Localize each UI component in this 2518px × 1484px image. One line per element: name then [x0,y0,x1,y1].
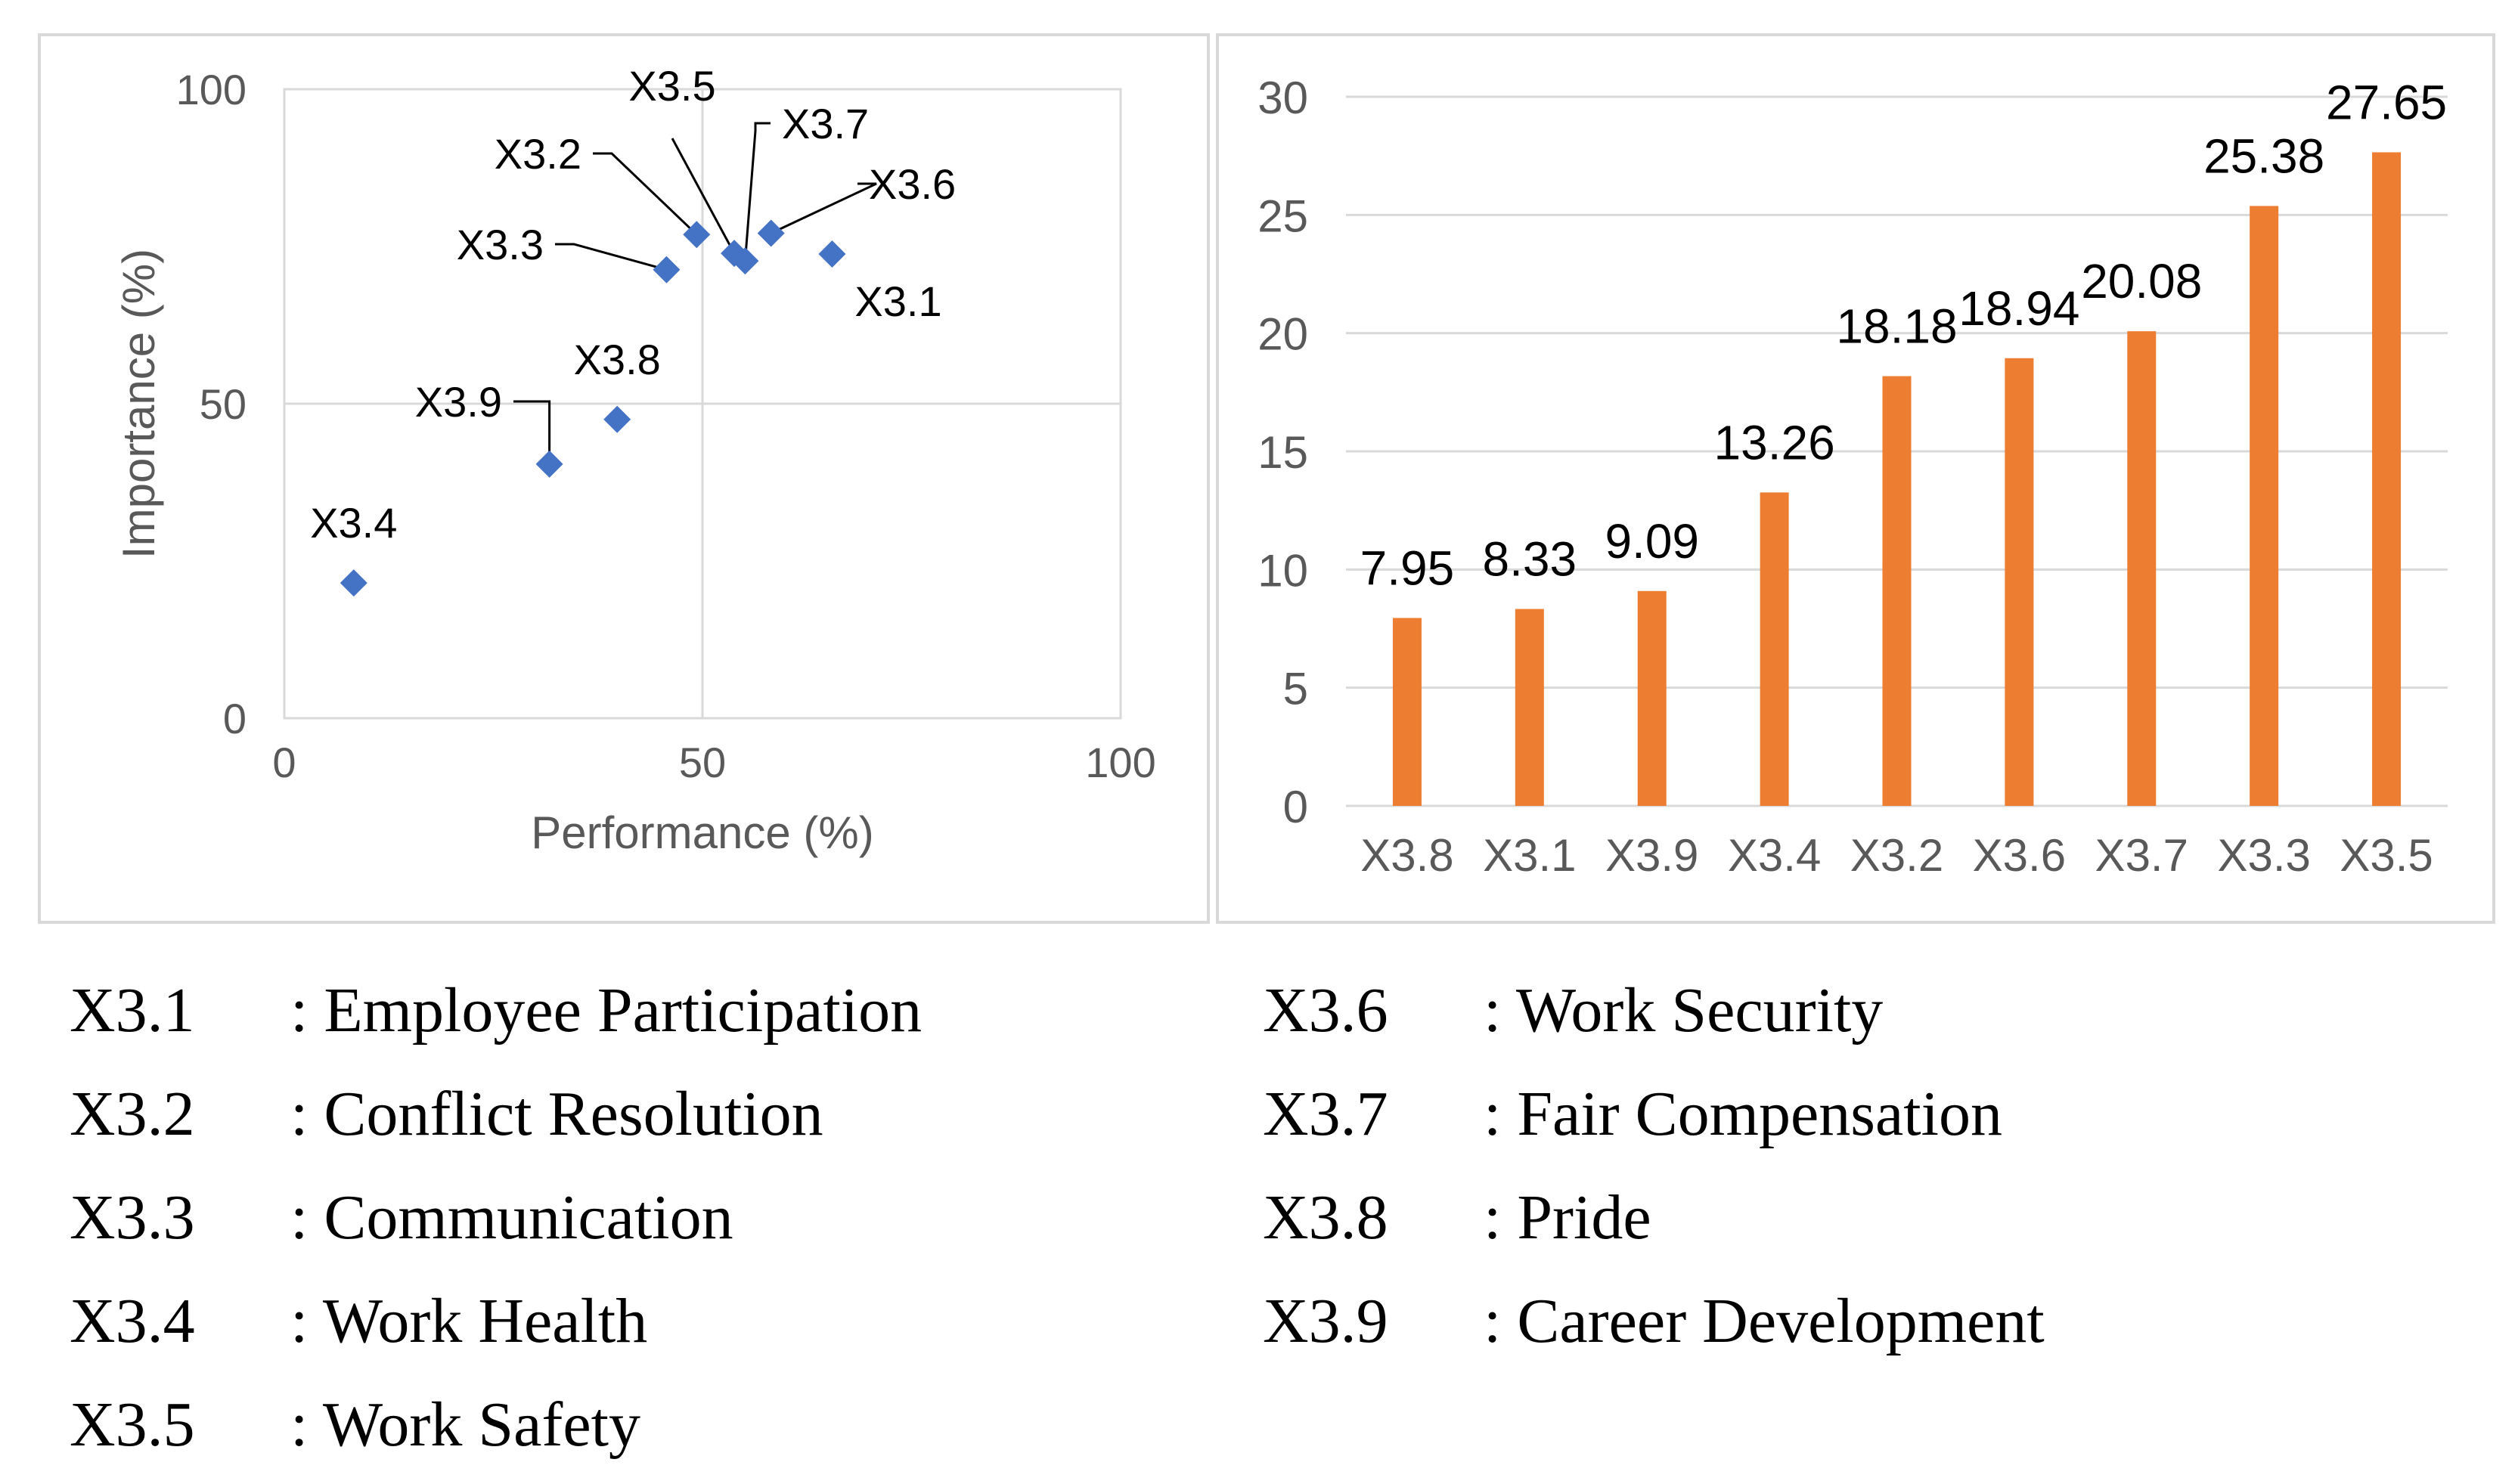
legend-code: X3.5 [70,1390,195,1460]
y-axis-title: Importance (%) [113,249,164,559]
bar-value-label: 27.65 [2326,75,2447,129]
x-tick-label: X3.3 [2217,830,2310,881]
y-tick-label: 50 [200,380,247,428]
y-tick-label: 25 [1257,191,1308,241]
legend-row: X3.8 : Pride [1263,1166,2473,1269]
scatter-point [818,240,846,268]
scatter-point [603,405,631,433]
legend-description: : Career Development [1484,1286,2045,1356]
scatter-point [683,221,711,249]
point-label: X3.8 [574,336,661,383]
x-tick-label: X3.9 [1605,830,1698,881]
legend-row: X3.3 : Communication [70,1166,1204,1269]
x-tick-label: 50 [679,739,726,786]
point-leader-line [593,152,698,236]
legend-description: : Employee Participation [290,975,923,1046]
y-tick-label: 100 [176,66,247,113]
scatter-point [535,450,563,478]
point-label: X3.4 [310,499,397,547]
legend-description: : Work Health [290,1286,648,1356]
y-tick-label: 0 [223,695,247,742]
bar-value-label: 13.26 [1714,415,1835,469]
legend-description: : Pride [1484,1182,1651,1253]
scatter-chart-panel: 0 50 100 0 50 100 Performance (%) Importance (%… [38,33,1210,924]
bar [1515,609,1544,806]
legend-description: : Conflict Resolution [290,1079,823,1149]
point-leader-line [513,400,551,464]
scatter-point [731,247,759,275]
point-leader-line [743,122,771,262]
point-label: X3.7 [782,100,869,147]
legend-row: X3.5 : Work Safety [70,1373,1204,1476]
bar-value-label: 9.09 [1605,514,1699,569]
point-label: X3.5 [628,62,715,110]
bar [1637,590,1667,806]
legend-row: X3.1 : Employee Participation [70,959,1204,1062]
x-tick-label: X3.7 [2095,830,2188,881]
bar-value-label: 20.08 [2081,254,2202,308]
legend-description: : Fair Compensation [1484,1079,2002,1149]
point-leader-line [771,182,877,234]
legend-code: X3.6 [1263,975,1388,1046]
x-tick-label: X3.6 [1973,830,2066,881]
legend-code: X3.3 [70,1182,195,1253]
point-label: X3.1 [854,277,941,325]
bar [2005,358,2034,806]
legend-row: X3.7 : Fair Compensation [1263,1062,2473,1166]
legend-right-column: X3.6 : Work Security X3.7 : Fair Compens… [1263,959,2473,1373]
x-tick-label: X3.1 [1483,830,1576,881]
y-tick-label: 10 [1257,545,1308,596]
legend-row: X3.6 : Work Security [1263,959,2473,1062]
bar [2127,331,2157,806]
y-tick-label: 20 [1257,309,1308,360]
legend-row: X3.2 : Conflict Resolution [70,1062,1204,1166]
legend-row: X3.9 : Career Development [1263,1269,2473,1373]
bar [1882,376,1912,806]
scatter-point [757,219,785,247]
y-tick-label: 15 [1257,427,1308,478]
bar-value-label: 8.33 [1483,532,1577,587]
legend-code: X3.8 [1263,1182,1388,1253]
bar-value-label: 7.95 [1360,541,1455,595]
scatter-point [340,569,367,597]
y-tick-label: 0 [1283,782,1308,832]
legend-code: X3.9 [1263,1286,1388,1356]
y-tick-label: 30 [1257,73,1308,123]
importance-performance-scatter: 0 50 100 0 50 100 Performance (%) Importance (%… [113,62,1156,858]
scatter-point [653,256,681,283]
x-tick-label: X3.4 [1728,830,1821,881]
legend-code: X3.7 [1263,1079,1388,1149]
bar-value-label: 18.18 [1836,299,1957,354]
bar [2372,152,2402,806]
legend-description: : Work Security [1484,975,1884,1046]
legend-description: : Communication [290,1182,733,1253]
point-label: X3.6 [869,160,956,208]
legend-left-column: X3.1 : Employee Participation X3.2 : Con… [70,959,1204,1476]
legend-description: : Work Safety [290,1390,640,1460]
bar [2250,206,2279,806]
point-label: X3.3 [457,221,544,268]
legend-code: X3.1 [70,975,195,1046]
point-label: X3.9 [415,378,502,426]
x-tick-label: X3.2 [1850,830,1943,881]
legend-code: X3.2 [70,1079,195,1149]
x-tick-label: 0 [272,739,296,786]
x-tick-label: X3.5 [2340,830,2433,881]
bar-chart-panel: 0 5 10 15 20 25 30 7.95 X3.8 8.33 X3.1 9.09 X3.9 13.2… [1216,33,2495,924]
x-axis-title: Performance (%) [531,807,873,858]
bar-value-label: 18.94 [1958,281,2079,336]
weight-bar-chart: 0 5 10 15 20 25 30 7.95 X3.8 8.33 X3.1 9.09 X3.9 13.2… [1257,73,2448,881]
point-label: X3.2 [495,130,581,178]
x-tick-label: 100 [1085,739,1155,786]
point-leader-line [555,243,667,271]
y-tick-label: 5 [1283,664,1308,714]
x-tick-label: X3.8 [1360,830,1453,881]
bar-value-label: 25.38 [2203,129,2324,183]
legend-code: X3.4 [70,1286,195,1356]
point-leader-line [671,138,736,254]
legend-row: X3.4 : Work Health [70,1269,1204,1373]
bar [1392,618,1422,806]
bar [1760,492,1789,806]
